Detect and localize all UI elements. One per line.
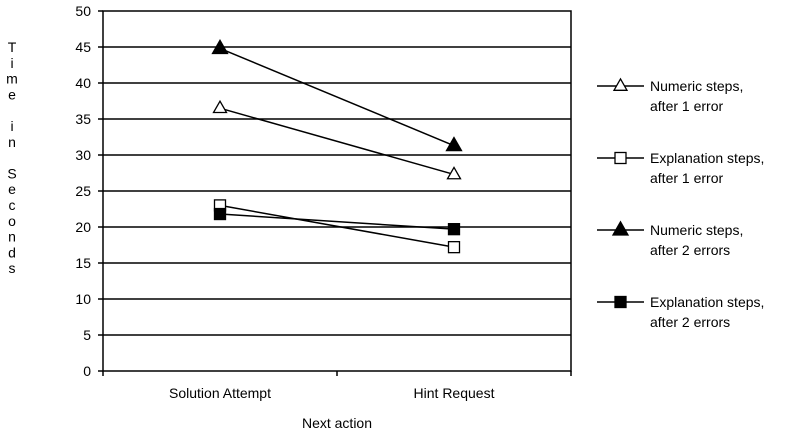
y-tick-label: 40 [75,75,91,91]
y-axis-title-char: o [8,213,16,229]
legend-label: Numeric steps, [650,78,743,94]
y-axis-title-char: s [9,260,16,276]
y-axis-title-char: S [7,165,16,181]
y-axis-title-char: i [10,118,13,134]
data-point-marker [447,223,461,236]
series-line [219,213,455,230]
legend-marker [614,151,627,165]
legend-label: after 1 error [650,170,723,186]
data-point-marker [447,241,461,254]
y-axis-title-char: d [8,244,16,260]
legend-label: after 1 error [650,98,723,114]
legend-marker [611,220,630,236]
series-line [219,204,455,248]
x-tick-label: Solution Attempt [169,385,271,401]
data-point-marker [213,207,227,221]
y-tick-label: 25 [75,183,91,199]
y-tick-label: 10 [75,291,91,307]
legend-marker [612,77,629,91]
series [211,38,463,152]
data-point-marker [211,38,229,55]
y-tick-label: 15 [75,255,91,271]
series [212,99,462,180]
x-axis-title: Next action [302,415,372,431]
x-tick-label: Hint Request [414,385,495,401]
legend-item: Numeric steps, after 2 errors [597,220,743,258]
y-axis-title-char: m [6,71,18,87]
y-tick-label: 35 [75,111,91,127]
legend-label: Explanation steps, [650,150,764,166]
y-axis-title-char: e [8,86,16,102]
series-group [211,38,463,254]
gridlines [103,46,571,336]
series-line [219,47,455,147]
x-axis-ticks: Solution Attempt Hint Request [102,371,572,401]
y-tick-label: 50 [75,3,91,19]
legend-item: Explanation steps, after 2 errors [597,294,764,330]
legend-label: Numeric steps, [650,222,743,238]
series-line [219,107,455,176]
legend-label: after 2 errors [650,242,730,258]
data-point-marker [445,136,463,152]
y-axis-title-char: e [8,181,16,197]
y-tick-label: 45 [75,39,91,55]
y-axis-title-char: n [8,229,16,245]
y-tick-label: 30 [75,147,91,163]
y-axis-title-char: n [8,134,16,150]
y-axis-ticks: 0 5 10 15 20 25 30 35 40 45 50 [75,3,103,379]
y-tick-label: 0 [83,363,91,379]
y-tick-label: 5 [83,327,91,343]
legend-label: after 2 errors [650,314,730,330]
legend-item: Numeric steps, after 1 error [597,77,743,114]
legend-label: Explanation steps, [650,294,764,310]
legend-item: Explanation steps, after 1 error [597,150,764,186]
data-point-marker [212,99,228,114]
legend-marker [614,295,627,309]
y-axis-title-char: i [10,55,13,71]
y-tick-label: 20 [75,219,91,235]
y-axis-title-char: c [9,197,16,213]
y-axis-title-char: T [8,39,17,55]
series [213,207,461,236]
data-point-marker [446,166,462,180]
